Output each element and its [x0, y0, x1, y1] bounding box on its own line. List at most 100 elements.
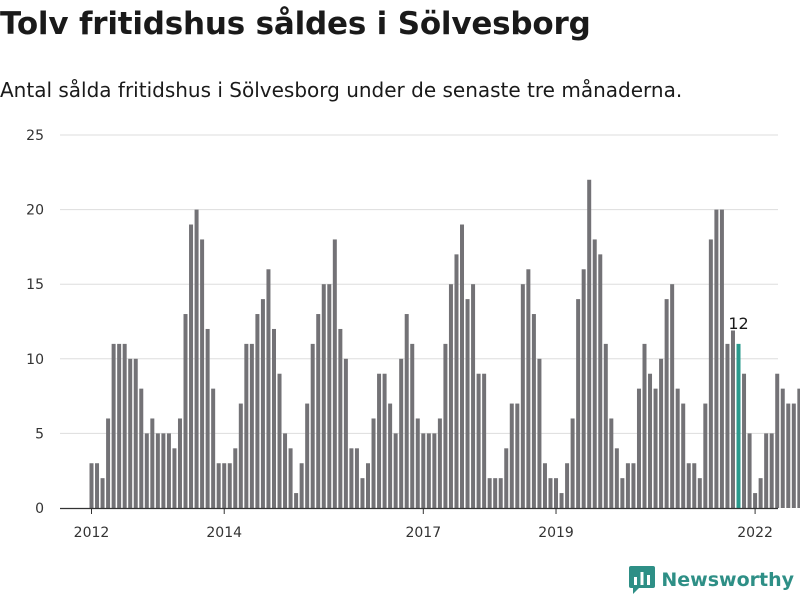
bar [675, 388, 680, 508]
y-tick-label: 10 [26, 352, 44, 368]
bar [144, 433, 149, 508]
bar [659, 358, 664, 508]
bar [260, 299, 265, 508]
bar [404, 314, 409, 508]
bar [283, 433, 288, 508]
newsworthy-logo-icon [629, 566, 656, 594]
bar [316, 314, 321, 508]
bar [177, 418, 182, 508]
bar [565, 463, 570, 508]
bar [531, 314, 536, 508]
bar [349, 448, 354, 508]
bar [758, 478, 763, 508]
bar [166, 433, 171, 508]
bar [515, 403, 520, 508]
bar [725, 343, 730, 508]
bar [509, 403, 514, 508]
y-tick-label: 25 [26, 128, 44, 144]
chart-subtitle: Antal sålda fritidshus i Sölvesborg unde… [0, 78, 683, 102]
y-tick-label: 15 [26, 277, 44, 293]
bar [327, 284, 332, 508]
bar [631, 463, 636, 508]
bar [277, 373, 282, 508]
bar [106, 418, 111, 508]
bar [382, 373, 387, 508]
bar [769, 433, 774, 508]
bar [211, 388, 216, 508]
bar [95, 463, 100, 508]
bar [183, 314, 188, 508]
bar [338, 328, 343, 508]
bar [189, 224, 194, 508]
bar [399, 358, 404, 508]
bar [609, 418, 614, 508]
bar [133, 358, 138, 508]
y-tick-label: 20 [26, 203, 44, 219]
bar [554, 478, 559, 508]
bar [764, 433, 769, 508]
bar [471, 284, 476, 508]
bar [454, 254, 459, 508]
bar [714, 209, 719, 508]
bar [238, 403, 243, 508]
bar [122, 343, 127, 508]
bar [719, 209, 724, 508]
bar [664, 299, 669, 508]
bar [753, 493, 758, 508]
bar [598, 254, 603, 508]
bar [443, 343, 448, 508]
bar [310, 343, 315, 508]
bar [89, 463, 94, 508]
bar [548, 478, 553, 508]
bar [460, 224, 465, 508]
x-tick-label: 2014 [206, 525, 242, 541]
bar [742, 373, 747, 508]
bar [791, 403, 796, 508]
bar [194, 209, 199, 508]
bar [448, 284, 453, 508]
x-tick-label: 2017 [405, 525, 441, 541]
bar [227, 463, 232, 508]
bar [200, 239, 205, 508]
bar [653, 388, 658, 508]
bar [526, 269, 531, 508]
bar [366, 463, 370, 508]
chart-title: Tolv fritidshus såldes i Sölvesborg [0, 6, 591, 42]
bar [266, 269, 271, 508]
bar [139, 388, 144, 508]
bar [614, 448, 619, 508]
bar [377, 373, 382, 508]
bar [388, 403, 393, 508]
bar [730, 328, 735, 508]
bar [415, 418, 420, 508]
bar [288, 448, 293, 508]
x-tick-label: 2012 [74, 525, 110, 541]
y-tick-label: 5 [35, 426, 44, 442]
bar [487, 478, 492, 508]
bar [686, 463, 691, 508]
bar [581, 269, 586, 508]
bar [542, 463, 547, 508]
bar [360, 478, 365, 508]
x-axis-ticks: 201220142017201920222024 [74, 508, 773, 541]
bar [482, 373, 487, 508]
bar [681, 403, 686, 508]
bar [786, 403, 791, 508]
bar [155, 433, 160, 508]
bar [305, 403, 310, 508]
bar [570, 418, 575, 508]
bar [603, 343, 608, 508]
x-tick-label: 2019 [538, 525, 574, 541]
bar [476, 373, 481, 508]
bar-highlight [736, 343, 741, 508]
bar [592, 239, 597, 508]
bar [161, 433, 166, 508]
bar [354, 448, 359, 508]
y-axis-ticks: 0 5 10 15 20 25 [26, 128, 44, 517]
bar [537, 358, 542, 508]
bar [775, 373, 780, 508]
bar [504, 448, 509, 508]
bar [255, 314, 260, 508]
bar [747, 433, 752, 508]
